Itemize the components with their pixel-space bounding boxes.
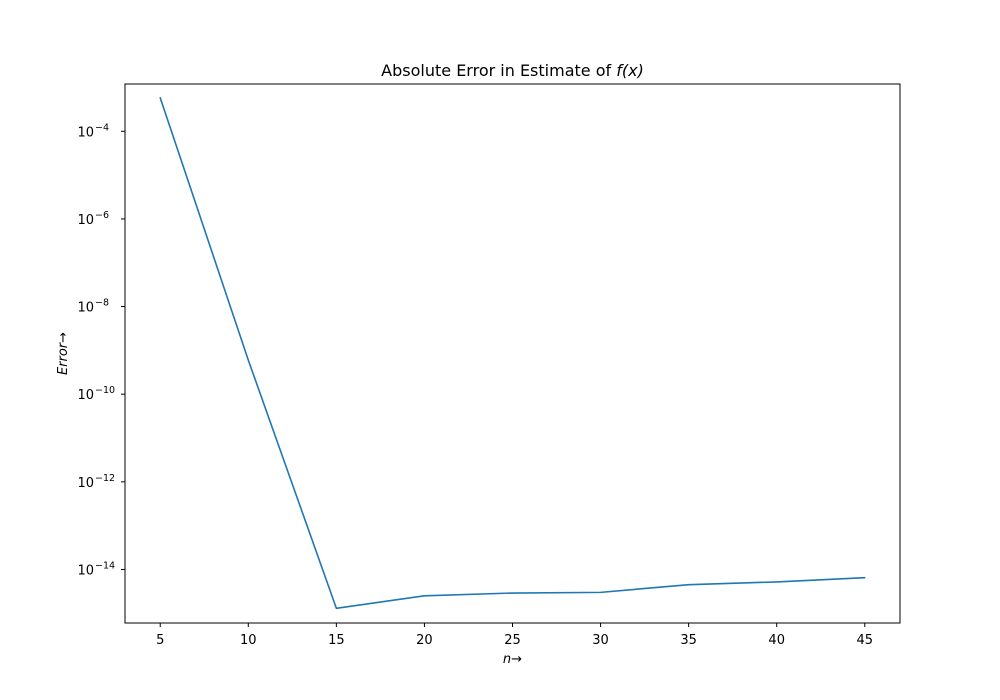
- y-tick-label: 10: [77, 563, 94, 578]
- x-tick-label: 10: [240, 633, 257, 648]
- y-tick-exponent: −4: [95, 122, 109, 133]
- x-tick-label: 15: [328, 633, 345, 648]
- y-tick-exponent: −14: [95, 560, 115, 571]
- y-tick-label: 10: [77, 476, 94, 491]
- x-tick-label: 5: [156, 633, 164, 648]
- x-axis-ticks: 5 10 15 20 25 30 35 40 45: [156, 623, 873, 648]
- y-axis-label: Error→: [56, 332, 71, 375]
- x-axis-label: n→: [503, 652, 522, 667]
- x-tick-label: 35: [680, 633, 697, 648]
- x-tick-label: 20: [416, 633, 433, 648]
- chart-title-text: Absolute Error in Estimate of: [381, 61, 616, 80]
- y-axis-label-var: Error: [56, 341, 71, 375]
- x-tick-label: 45: [856, 633, 873, 648]
- x-axis-label-var: n: [503, 652, 511, 667]
- x-tick-label: 30: [592, 633, 609, 648]
- y-tick-label: 10: [77, 213, 94, 228]
- chart-title: Absolute Error in Estimate of f(x): [381, 61, 644, 80]
- plot-frame: [124, 83, 901, 624]
- y-tick-label: 10: [77, 125, 94, 140]
- x-tick-label: 40: [768, 633, 785, 648]
- chart-title-math: f(x): [616, 61, 644, 80]
- y-tick-exponent: −12: [95, 473, 115, 484]
- y-tick-label: 10: [77, 301, 94, 316]
- y-tick-label: 10: [77, 388, 94, 403]
- plot-area: [125, 84, 900, 623]
- x-axis-label-arrow: →: [511, 652, 522, 667]
- series-line: [159, 97, 866, 610]
- y-tick-exponent: −10: [95, 385, 115, 396]
- y-tick-exponent: −6: [95, 210, 109, 221]
- y-axis-label-arrow: →: [56, 332, 71, 343]
- x-tick-label: 25: [504, 633, 521, 648]
- y-tick-exponent: −8: [95, 298, 109, 309]
